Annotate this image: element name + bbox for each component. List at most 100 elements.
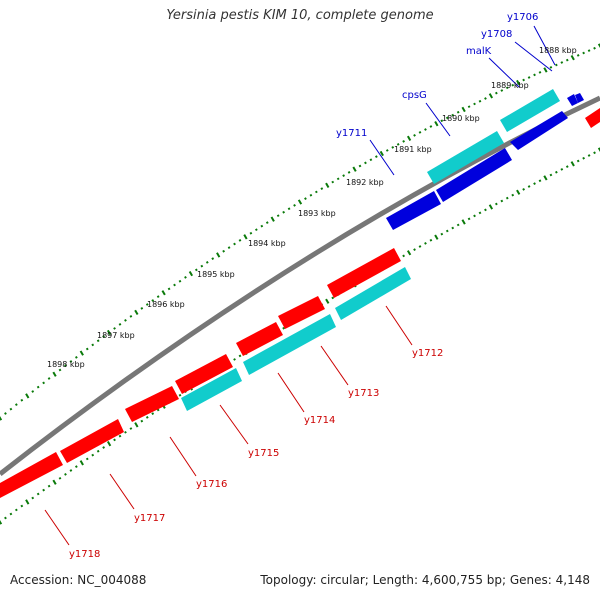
gene-arrow-y1712 bbox=[327, 248, 401, 298]
outer-tick-mark bbox=[227, 246, 231, 250]
inner-tick-mark bbox=[4, 516, 7, 520]
outer-tick-mark bbox=[516, 79, 521, 86]
outer-tick-mark bbox=[58, 368, 62, 372]
outer-tick-mark bbox=[582, 51, 586, 55]
gene-labels: y1706 y1708 malK cpsG y1711 y1712 y1713 y1714 y1… bbox=[69, 12, 538, 560]
inner-tick-mark bbox=[576, 159, 580, 163]
inner-tick-mark bbox=[494, 202, 498, 206]
outer-tick-mark bbox=[91, 343, 95, 347]
outer-tick-mark bbox=[320, 187, 324, 190]
kbp-scale-label: 1895 kbp bbox=[197, 270, 235, 279]
inner-tick-mark bbox=[500, 199, 504, 203]
outer-tick-mark bbox=[205, 260, 209, 264]
outer-tick-mark bbox=[461, 106, 466, 113]
inner-tick-mark bbox=[587, 154, 591, 157]
outer-tick-mark bbox=[161, 290, 166, 296]
outer-tick-mark bbox=[304, 197, 307, 200]
outer-tick-mark bbox=[500, 89, 504, 92]
inner-tick-mark bbox=[74, 465, 78, 469]
outer-tick-mark bbox=[451, 113, 455, 117]
outer-tick-mark bbox=[178, 279, 182, 283]
gene-label-y1706: y1706 bbox=[507, 12, 538, 23]
inner-tick-mark bbox=[20, 504, 24, 508]
inner-tick-mark bbox=[151, 412, 155, 416]
outer-tick-mark bbox=[297, 199, 303, 205]
inner-tick-mark bbox=[505, 196, 509, 200]
label-leader-y1717 bbox=[109, 473, 135, 510]
outer-tick-mark bbox=[85, 347, 89, 351]
inner-tick-mark bbox=[58, 476, 62, 480]
outer-tick-mark bbox=[533, 73, 536, 77]
outer-tick-mark bbox=[352, 166, 357, 172]
outer-tick-mark bbox=[314, 190, 318, 194]
kbp-scale-labels: 1888 kbp 1889 kbp 1890 kbp 1891 kbp 1892 kbp… bbox=[47, 46, 577, 369]
inner-tick-mark bbox=[406, 250, 412, 256]
outer-tick-mark bbox=[124, 319, 127, 322]
gene-arrow-y1714 bbox=[236, 322, 283, 356]
genome-info-label: Topology: circular; Length: 4,600,755 bp… bbox=[260, 573, 590, 587]
inner-tick-mark bbox=[413, 248, 416, 251]
outer-tick-mark bbox=[484, 97, 487, 100]
outer-tick-mark bbox=[554, 63, 558, 67]
inner-tick-mark bbox=[434, 234, 439, 240]
inner-tick-mark bbox=[484, 208, 487, 212]
outer-tick-mark bbox=[102, 335, 106, 338]
outer-tick-mark bbox=[222, 249, 226, 253]
inner-tick-mark bbox=[543, 175, 548, 181]
outer-tick-mark bbox=[445, 116, 449, 120]
gene-label-y1718: y1718 bbox=[69, 549, 100, 560]
outer-tick-mark bbox=[413, 133, 416, 137]
outer-tick-mark bbox=[20, 398, 24, 402]
gene-arrow-y1715 bbox=[175, 354, 233, 394]
outer-tick-mark bbox=[31, 390, 35, 393]
inner-tick-mark bbox=[418, 245, 422, 248]
outer-tick-mark bbox=[593, 46, 596, 50]
gene-label-cpsG: cpsG bbox=[402, 90, 427, 101]
genome-title: Yersinia pestis KIM 10, complete genome bbox=[166, 8, 434, 23]
outer-tick-mark bbox=[565, 58, 569, 62]
outer-tick-mark bbox=[129, 315, 133, 318]
inner-tick-mark bbox=[9, 512, 13, 516]
inner-tick-mark bbox=[440, 232, 444, 236]
outer-tick-mark bbox=[570, 55, 575, 61]
outer-tick-mark bbox=[543, 67, 548, 73]
inner-tick-mark bbox=[233, 358, 236, 361]
inner-tick-mark bbox=[79, 460, 84, 466]
outer-tick-mark bbox=[287, 207, 291, 211]
outer-tick-mark bbox=[364, 161, 367, 165]
inner-tick-mark bbox=[118, 434, 122, 438]
outer-tick-mark bbox=[587, 49, 591, 52]
label-leader-cpsG bbox=[425, 102, 451, 137]
cds-feature-fwd-2 bbox=[500, 89, 560, 132]
kbp-scale-label: 1892 kbp bbox=[346, 178, 384, 187]
gene-label-y1715: y1715 bbox=[248, 448, 279, 459]
gene-label-y1717: y1717 bbox=[134, 513, 165, 524]
outer-tick-mark bbox=[36, 385, 40, 389]
outer-tick-mark bbox=[211, 257, 215, 261]
gene-label-y1712: y1712 bbox=[412, 348, 443, 359]
outer-tick-mark bbox=[265, 221, 269, 225]
label-leader-y1708 bbox=[514, 41, 553, 72]
inner-tick-mark bbox=[549, 173, 553, 177]
outer-tick-mark bbox=[96, 339, 100, 343]
outer-tick-mark bbox=[194, 268, 198, 272]
inner-tick-mark bbox=[533, 182, 536, 185]
inner-tick-mark bbox=[522, 187, 526, 191]
gene-arrow-y1711 bbox=[386, 191, 441, 230]
inner-tick-mark bbox=[31, 496, 35, 500]
kbp-scale-label: 1894 kbp bbox=[248, 239, 286, 248]
outer-tick-mark bbox=[424, 128, 427, 131]
kbp-scale-label: 1891 kbp bbox=[394, 145, 432, 154]
inner-tick-mark bbox=[64, 473, 67, 476]
gene-arrow-y1717 bbox=[60, 419, 124, 463]
label-leader-y1718 bbox=[44, 509, 70, 546]
outer-tick-mark bbox=[385, 149, 389, 152]
outer-tick-mark bbox=[118, 323, 122, 326]
inner-tick-mark bbox=[445, 229, 449, 233]
kbp-scale-label: 1889 kbp bbox=[491, 81, 529, 90]
inner-tick-mark bbox=[461, 219, 466, 225]
outer-tick-mark bbox=[402, 139, 406, 143]
outer-tick-mark bbox=[440, 119, 444, 123]
outer-tick-mark bbox=[151, 299, 155, 302]
